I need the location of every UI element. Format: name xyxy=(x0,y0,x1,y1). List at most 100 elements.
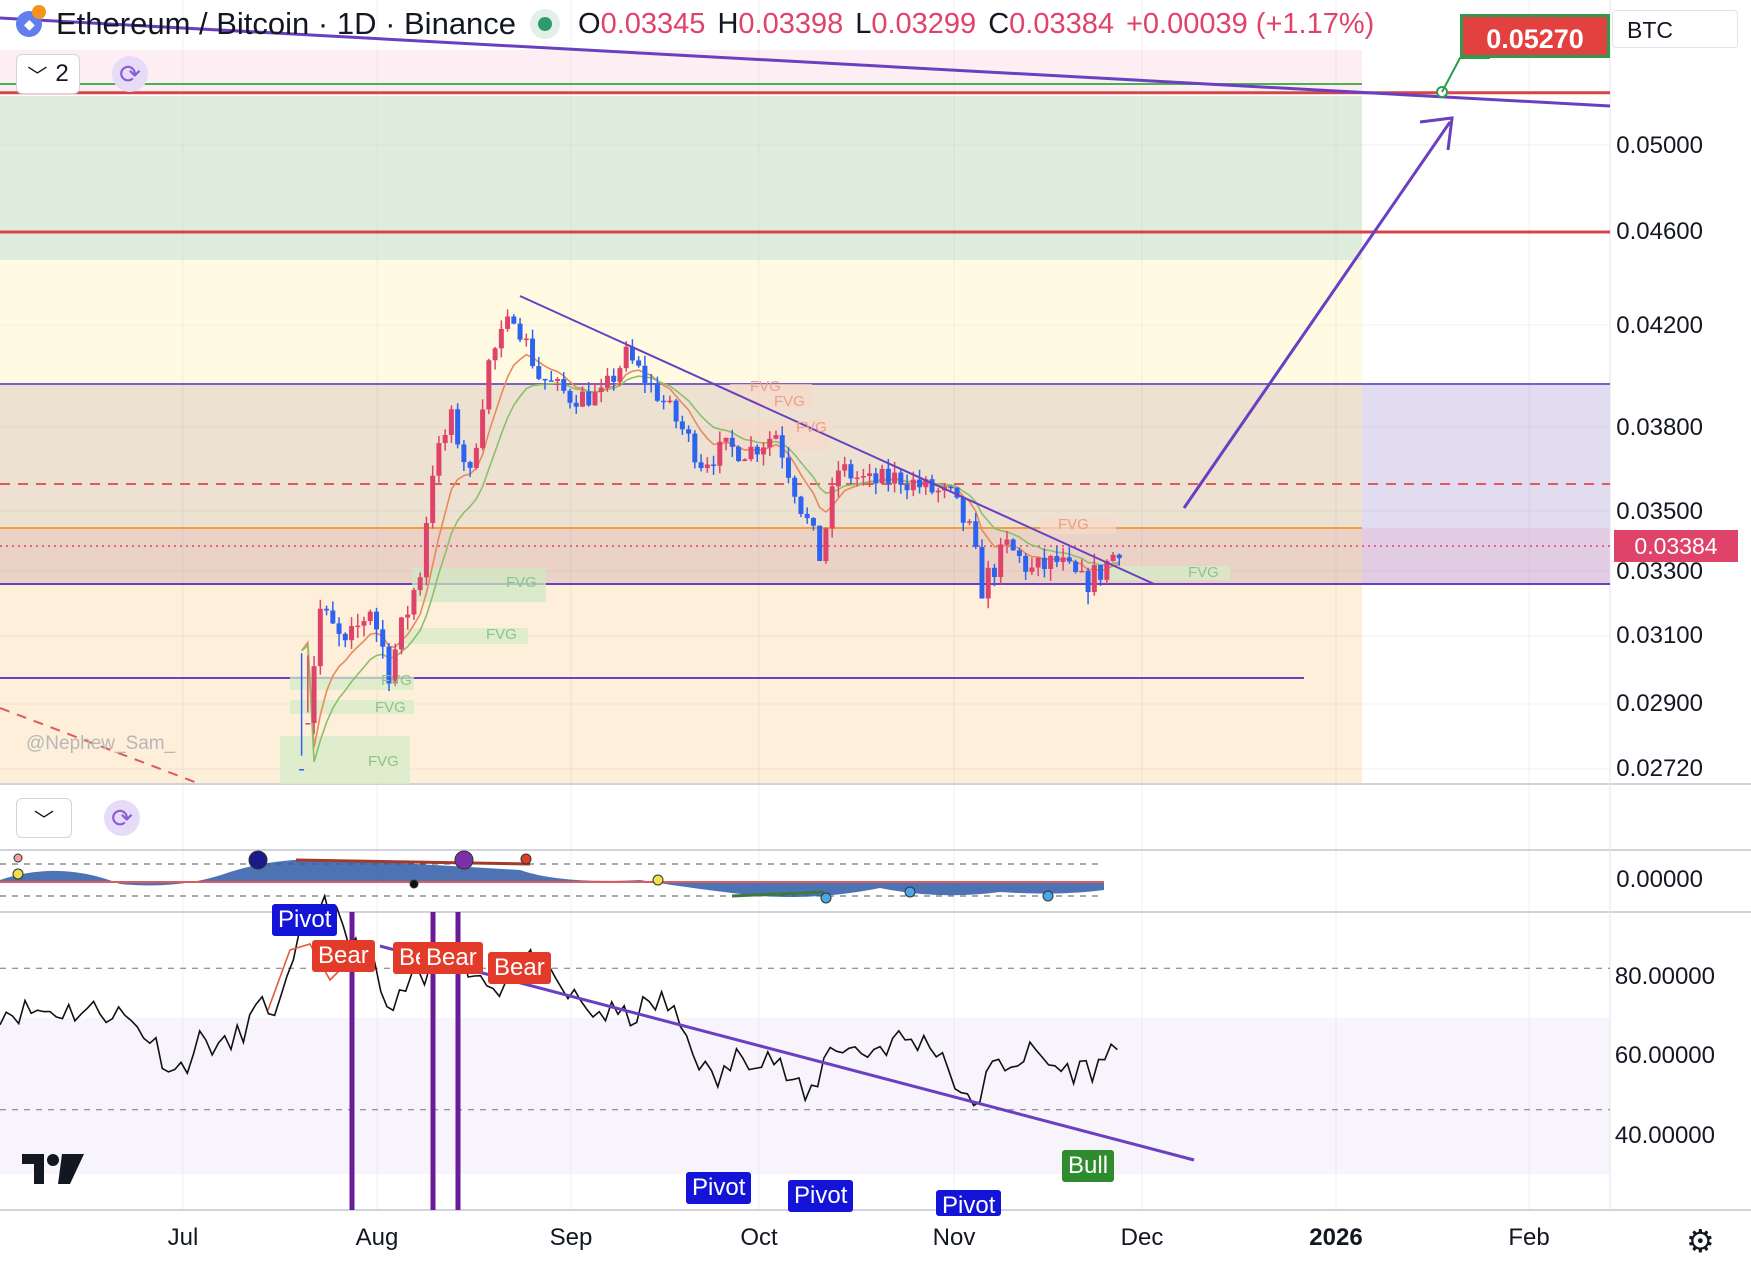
current-range-zone xyxy=(0,528,1610,584)
price-axis-label: 0.03100 xyxy=(1616,622,1703,649)
candle-body xyxy=(355,625,361,628)
high-label: H xyxy=(717,7,739,40)
top-pink-zone xyxy=(0,50,1362,94)
low-value: 0.03299 xyxy=(871,7,977,40)
candle-body xyxy=(617,368,623,382)
candle-body xyxy=(436,443,442,476)
candle-body xyxy=(929,479,935,493)
candle-body xyxy=(1048,556,1054,570)
long-downtrend-line xyxy=(0,16,1611,108)
bull-tag: Bull xyxy=(1062,1150,1115,1182)
candle-body xyxy=(729,437,735,447)
target-label-pointer xyxy=(1441,57,1490,93)
candle-body xyxy=(785,457,791,478)
pane-toggle-button[interactable]: ﹀ xyxy=(16,798,72,838)
candle-body xyxy=(823,528,829,562)
candle-body xyxy=(935,490,941,493)
candle-body xyxy=(1091,565,1097,593)
macd-signal-dot xyxy=(409,879,419,889)
symbol-title[interactable]: Ethereum / Bitcoin · 1D · Binance xyxy=(56,6,517,41)
fvg-box xyxy=(412,568,546,602)
price-axis-label: 0.04600 xyxy=(1616,218,1703,245)
macd-pane xyxy=(0,850,1104,904)
candle-body xyxy=(917,479,923,488)
candle-body xyxy=(798,496,804,514)
candle-body xyxy=(779,435,785,458)
orange-demand-zone xyxy=(0,584,1362,784)
eth-coin-icon: ◆ xyxy=(16,5,46,39)
candle-body xyxy=(598,387,604,393)
pivot-tag: Pivot xyxy=(686,1172,752,1204)
candle-body xyxy=(985,567,991,599)
candle-body xyxy=(517,323,523,340)
fvg-label: FVG xyxy=(368,753,399,770)
candle-body xyxy=(561,379,567,391)
fvg-label: FVG xyxy=(506,574,537,591)
candle-body xyxy=(923,479,929,488)
candle-body xyxy=(860,476,866,478)
candle-body xyxy=(423,523,429,578)
candle-body xyxy=(667,400,673,403)
candle-body xyxy=(698,462,704,469)
candle-body xyxy=(842,464,848,471)
candle-body xyxy=(792,477,798,497)
bear-tag: Bear xyxy=(488,952,551,984)
candle-body xyxy=(873,473,879,484)
candle-body xyxy=(629,346,635,361)
macd-signal-dot xyxy=(1042,890,1054,902)
refresh-icon[interactable]: ⟳ xyxy=(104,800,140,836)
candle-body xyxy=(1073,561,1079,572)
candle-body xyxy=(1023,555,1029,572)
candle-body xyxy=(761,447,766,455)
trend-lines xyxy=(0,16,1611,585)
candle-body xyxy=(1004,539,1010,545)
candle-body xyxy=(455,409,461,445)
tradingview-logo xyxy=(22,1154,84,1184)
candle-body xyxy=(473,447,479,468)
rsi-line xyxy=(0,893,1118,1107)
candle-body xyxy=(898,472,904,485)
candle-body xyxy=(1116,554,1122,559)
candle-body xyxy=(311,666,317,724)
candle-body xyxy=(829,486,835,529)
candle-body xyxy=(773,435,779,439)
descending-trendline xyxy=(519,295,1155,585)
candle-body xyxy=(848,464,854,479)
candle-body xyxy=(1016,550,1022,556)
time-axis-label: Oct xyxy=(740,1224,778,1251)
ema-fast-line xyxy=(300,353,1120,748)
fvg-label: FVG xyxy=(381,672,412,689)
open-label: O xyxy=(578,7,601,40)
candle-body xyxy=(767,438,773,448)
time-axis-label: Sep xyxy=(549,1224,593,1251)
candle-body xyxy=(511,316,517,324)
settings-gear-icon[interactable]: ⚙ xyxy=(1686,1223,1715,1259)
rsi-band xyxy=(0,1018,1610,1174)
time-axis-label: Feb xyxy=(1508,1224,1550,1251)
fvg-label: FVG xyxy=(774,393,805,410)
candle-body xyxy=(661,400,667,403)
projection-arrow-head xyxy=(1419,116,1454,151)
low-label: L xyxy=(855,7,872,40)
time-axis-label: 2026 xyxy=(1309,1224,1363,1251)
candle-body xyxy=(299,769,305,771)
refresh-icon[interactable]: ⟳ xyxy=(112,56,148,92)
candle-body xyxy=(1029,567,1035,572)
macd-signal-dot xyxy=(454,850,474,870)
candle-body xyxy=(486,360,492,410)
indicators-toggle-button[interactable]: ﹀ 2 xyxy=(16,54,80,94)
candle-body xyxy=(611,375,617,382)
candle-body xyxy=(991,567,997,578)
candle-body xyxy=(817,525,823,562)
macd-signal-dot xyxy=(904,886,916,898)
candle-body xyxy=(754,446,760,455)
fvg-box xyxy=(1110,566,1230,580)
macd-histogram xyxy=(0,859,1104,897)
candle-body xyxy=(692,433,698,463)
candle-body xyxy=(854,477,860,480)
candle-body xyxy=(567,390,573,403)
candle-body xyxy=(1054,556,1060,562)
candle-body xyxy=(542,378,548,381)
price-axis-label: 0.04200 xyxy=(1616,312,1703,339)
